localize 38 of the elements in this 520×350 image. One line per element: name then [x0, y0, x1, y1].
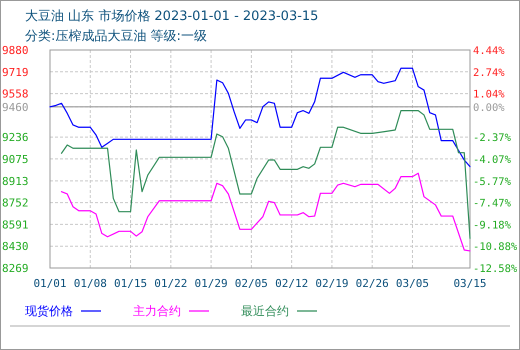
- legend-label: 最近合约: [241, 304, 289, 318]
- y-tick-label: 9460: [2, 100, 28, 114]
- x-tick-label: 01/22: [154, 277, 188, 290]
- y2-tick-label: -4.07%: [473, 154, 512, 166]
- y-tick-label: 9075: [2, 152, 28, 166]
- x-tick-label: 01/29: [194, 277, 228, 290]
- y-tick-label: 8269: [2, 262, 28, 275]
- x-tick-label: 02/26: [356, 277, 389, 290]
- x-tick-label: 02/19: [315, 277, 348, 290]
- y2-tick-label: 0.00%: [473, 102, 506, 114]
- y2-tick-label: -9.18%: [473, 219, 512, 232]
- legend-label: 现货价格: [25, 304, 73, 318]
- x-tick-label: 01/15: [114, 277, 148, 290]
- y-tick-label: 9558: [2, 88, 28, 101]
- y-tick-label: 9880: [2, 44, 28, 57]
- y2-tick-label: -10.88%: [473, 241, 518, 254]
- y2-tick-label: -7.47%: [473, 198, 512, 210]
- legend-label: 主力合约: [133, 304, 181, 318]
- y-tick-label: 9236: [2, 131, 28, 144]
- y2-tick-label: 2.74%: [473, 66, 506, 79]
- y-tick-label: 8591: [2, 218, 28, 232]
- y-tick-label: 8430: [2, 240, 28, 254]
- x-tick-label: 02/05: [234, 277, 268, 290]
- y-tick-label: 8752: [2, 196, 28, 210]
- x-tick-label: 01/08: [74, 277, 107, 290]
- y-tick-label: 8913: [2, 174, 28, 188]
- x-tick-label: 03/05: [396, 277, 430, 290]
- y2-tick-label: -5.77%: [473, 176, 512, 188]
- x-tick-label: 01/01: [33, 277, 67, 290]
- chart-subtitle: 分类:压榨成品大豆油 等级:一级: [25, 29, 207, 44]
- x-tick-label: 03/15: [453, 277, 487, 290]
- x-tick-label: 02/12: [275, 277, 308, 290]
- y-tick-label: 9719: [2, 66, 28, 79]
- chart-title: 大豆油 山东 市场价格 2023-01-01 - 2023-03-15: [25, 9, 318, 24]
- y2-tick-label: 1.04%: [473, 88, 506, 101]
- y2-tick-label: -2.37%: [473, 132, 512, 144]
- y2-tick-label: -12.58%: [473, 263, 518, 275]
- y2-tick-label: 4.44%: [473, 45, 506, 57]
